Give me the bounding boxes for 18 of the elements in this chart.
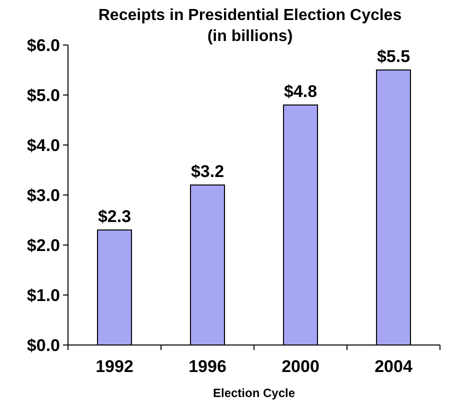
data-label: $3.2 — [190, 162, 224, 181]
x-tick-label: 1996 — [188, 357, 226, 376]
y-tick-label: $1.0 — [26, 286, 60, 305]
y-tick-label: $5.0 — [26, 86, 60, 105]
x-tick-label: 2004 — [374, 357, 413, 376]
y-tick-label: $0.0 — [26, 336, 60, 355]
data-label: $4.8 — [284, 82, 318, 101]
data-label: $2.3 — [98, 207, 132, 226]
y-tick-label: $6.0 — [26, 36, 60, 55]
chart-subtitle: (in billions) — [207, 28, 293, 45]
x-tick-label: 2000 — [282, 357, 320, 376]
y-tick-label: $4.0 — [26, 136, 60, 155]
x-tick-label: 1992 — [96, 357, 134, 376]
data-label: $5.5 — [376, 47, 410, 66]
y-tick-label: $3.0 — [26, 186, 60, 205]
y-tick-label: $2.0 — [26, 236, 60, 255]
x-axis-title: Election Cycle — [212, 386, 296, 400]
chart-title: Receipts in Presidential Election Cycles — [98, 7, 402, 24]
